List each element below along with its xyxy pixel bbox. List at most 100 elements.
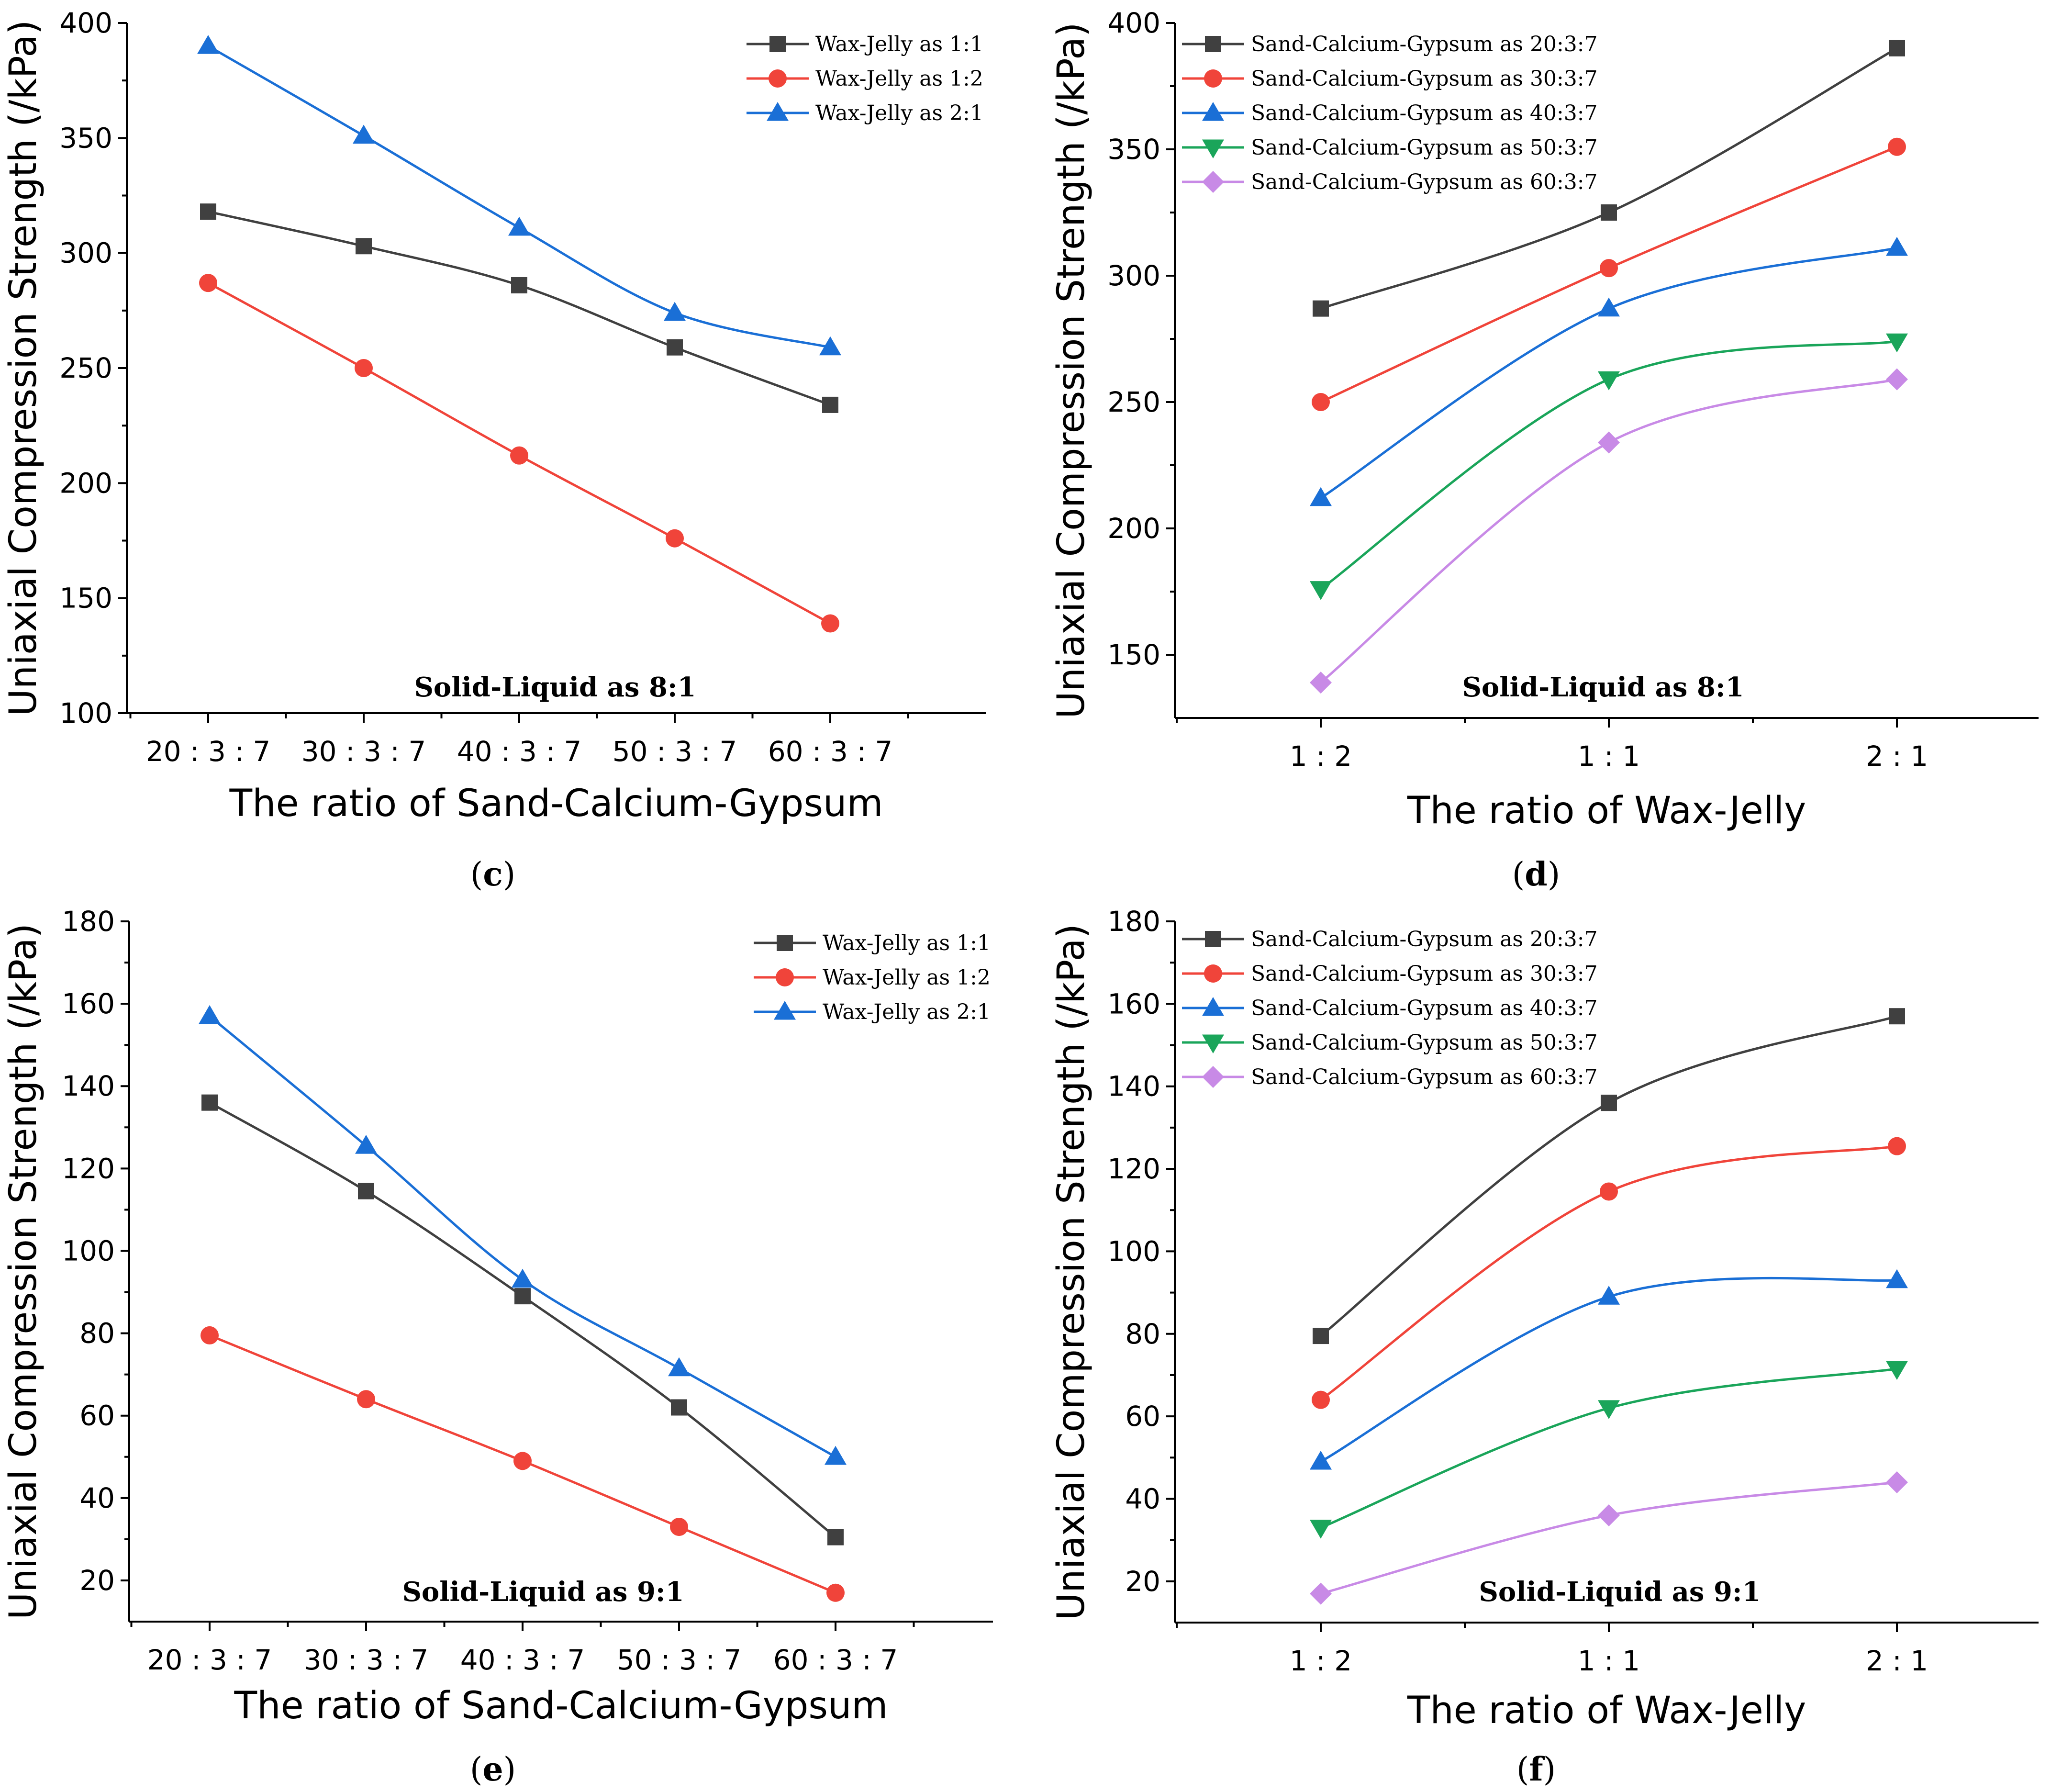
data-point	[1598, 371, 1620, 391]
legend-marker	[1202, 102, 1224, 121]
series-line	[1320, 378, 1897, 684]
data-point	[670, 1518, 688, 1536]
legend-marker	[1204, 69, 1222, 88]
panel-caption: (c)	[470, 855, 515, 894]
y-tick-label: 400	[59, 7, 112, 39]
legend-marker	[1202, 171, 1224, 193]
series-line	[208, 210, 831, 406]
data-point	[358, 1183, 374, 1199]
data-point	[356, 238, 372, 255]
series-line	[209, 1101, 836, 1538]
legend-label: Sand-Calcium-Gypsum as 40:3:7	[1251, 996, 1598, 1020]
y-tick-label: 120	[1107, 1153, 1160, 1185]
y-tick-label: 80	[1125, 1318, 1160, 1350]
legend-marker	[1202, 1066, 1224, 1088]
x-axis-title: The ratio of Wax-Jelly	[1407, 1689, 1806, 1732]
data-point	[1310, 1450, 1332, 1470]
legend-marker	[777, 935, 793, 951]
data-point	[1600, 1182, 1618, 1201]
data-point	[1310, 672, 1332, 694]
x-tick-label: 60 : 3 : 7	[768, 735, 892, 768]
data-point	[1888, 1137, 1906, 1155]
data-point	[671, 1399, 687, 1416]
y-tick-label: 150	[59, 582, 112, 615]
data-point	[666, 529, 684, 548]
chart-annotation: Solid-Liquid as 9:1	[402, 1576, 684, 1608]
data-point	[1886, 368, 1908, 391]
data-point	[1310, 487, 1332, 506]
series-line	[1320, 1277, 1897, 1463]
x-tick-label: 20 : 3 : 7	[147, 1644, 272, 1676]
data-point	[512, 1268, 534, 1288]
legend-label: Sand-Calcium-Gypsum as 40:3:7	[1251, 101, 1598, 125]
x-tick-label: 1 : 1	[1578, 740, 1640, 773]
y-tick-label: 100	[62, 1234, 115, 1267]
legend-label: Sand-Calcium-Gypsum as 50:3:7	[1251, 1030, 1598, 1055]
data-point	[1888, 137, 1906, 156]
x-tick-label: 2 : 1	[1866, 740, 1928, 773]
legend-label: Sand-Calcium-Gypsum as 60:3:7	[1251, 1065, 1598, 1089]
x-axis-title: The ratio of Wax-Jelly	[1407, 789, 1806, 832]
y-tick-label: 350	[1107, 133, 1160, 166]
legend-marker	[1202, 139, 1224, 158]
legend-label: Wax-Jelly as 1:2	[823, 965, 991, 990]
chart-panel-f: 20 40 60 80 100 120 140 160 180 1 : 2 1 : 1 2 : 1 Th…	[1050, 905, 2039, 1789]
y-tick-label: 120	[62, 1152, 115, 1185]
legend-label: Wax-Jelly as 2:1	[815, 101, 983, 125]
legend-label: Sand-Calcium-Gypsum as 50:3:7	[1251, 135, 1598, 160]
legend-label: Wax-Jelly as 1:1	[823, 931, 991, 955]
y-tick-label: 150	[1107, 638, 1160, 671]
data-point	[822, 396, 838, 413]
y-tick-label: 200	[1107, 512, 1160, 545]
y-axis-title: Uniaxial Compression Strength (/kPa)	[2, 923, 45, 1620]
y-tick-label: 60	[1125, 1400, 1160, 1433]
y-tick-label: 300	[1107, 259, 1160, 292]
x-tick-label: 50 : 3 : 7	[617, 1644, 741, 1676]
panel-caption: (d)	[1512, 855, 1561, 894]
y-tick-label: 300	[59, 237, 112, 269]
data-point	[513, 1452, 532, 1470]
panel-caption: (e)	[470, 1750, 516, 1789]
y-tick-label: 350	[59, 122, 112, 154]
data-point	[1601, 1095, 1617, 1111]
panel-caption: (f)	[1516, 1750, 1556, 1789]
data-point	[197, 35, 219, 54]
y-axis-title: Uniaxial Compression Strength (/kPa)	[1050, 924, 1093, 1620]
panel-caption-letter: f	[1529, 1750, 1545, 1789]
y-tick-label: 40	[79, 1482, 115, 1514]
data-point	[1598, 1504, 1620, 1526]
legend-marker	[1205, 931, 1221, 947]
data-point	[1886, 333, 1908, 353]
data-point	[1598, 297, 1620, 317]
panel-caption-letter: d	[1525, 855, 1548, 894]
data-point	[1312, 1390, 1330, 1409]
y-tick-label: 20	[79, 1564, 115, 1597]
data-point	[1600, 259, 1618, 278]
data-point	[357, 1390, 375, 1409]
data-point	[355, 1135, 377, 1154]
data-point	[668, 1357, 690, 1377]
data-point	[1310, 1582, 1332, 1605]
x-tick-label: 30 : 3 : 7	[304, 1644, 428, 1676]
data-point	[1886, 1471, 1908, 1493]
data-point	[1598, 1400, 1620, 1419]
y-tick-label: 60	[79, 1400, 115, 1432]
legend-marker	[1202, 997, 1224, 1016]
y-tick-label: 180	[62, 905, 115, 938]
y-tick-label: 80	[79, 1317, 115, 1350]
x-tick-label: 1 : 2	[1290, 1645, 1352, 1677]
chart-panel-c: 100 150 200 250 300 350 400 20 : 3 : 7 30 : 3 : …	[2, 7, 986, 894]
data-point	[1598, 431, 1620, 454]
x-tick-label: 30 : 3 : 7	[301, 735, 426, 768]
x-tick-label: 50 : 3 : 7	[613, 735, 737, 768]
data-point	[1310, 581, 1332, 600]
legend-marker	[767, 102, 789, 121]
data-point	[1886, 1361, 1908, 1380]
data-point	[1313, 1328, 1329, 1344]
legend-marker	[1204, 964, 1222, 983]
data-point	[508, 216, 530, 236]
x-axis-title: The ratio of Sand-Calcium-Gypsum	[234, 1684, 888, 1727]
x-tick-label: 40 : 3 : 7	[457, 735, 581, 768]
legend-marker	[774, 1001, 796, 1020]
data-point	[1886, 1269, 1908, 1288]
